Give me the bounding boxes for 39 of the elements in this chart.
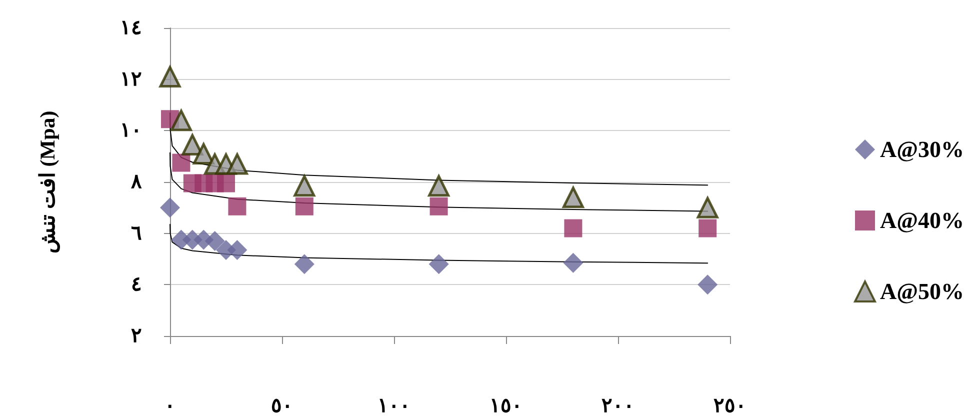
point xyxy=(696,196,718,218)
point xyxy=(562,186,584,208)
point xyxy=(428,175,450,197)
x-tick-label: ١٥٠ xyxy=(490,395,522,417)
point xyxy=(159,66,181,88)
x-tick-label: ٢٠٠ xyxy=(602,395,634,417)
x-tick-label: ٢٥٠ xyxy=(714,395,746,417)
point xyxy=(170,110,192,132)
point xyxy=(698,219,717,238)
x-tick-label: ١٠٠ xyxy=(378,395,410,417)
point xyxy=(172,154,190,172)
point xyxy=(192,143,214,165)
point xyxy=(227,240,248,260)
point xyxy=(160,198,180,218)
y-tick-label: ١٢ xyxy=(120,68,142,90)
y-tick-label: ١٤ xyxy=(120,17,142,39)
point xyxy=(564,219,582,238)
point xyxy=(428,254,449,274)
point xyxy=(204,231,225,252)
y-tick-label: ٦ xyxy=(131,222,142,244)
point xyxy=(228,197,246,216)
y-tick-label: ١٠ xyxy=(120,120,142,142)
point xyxy=(698,274,718,295)
point xyxy=(226,153,248,175)
point xyxy=(294,175,316,197)
point xyxy=(217,174,235,192)
legend-label: A@30% xyxy=(880,137,964,162)
x-tick-label: ٥٠ xyxy=(271,395,293,417)
y-tick-label: ٨ xyxy=(130,171,142,193)
point xyxy=(295,197,314,216)
y-axis-title: افت تنش (Mpa) xyxy=(36,110,60,254)
y-tick-label: ٤ xyxy=(131,274,142,296)
point xyxy=(563,252,584,273)
point xyxy=(294,254,314,274)
x-tick-label: ٠ xyxy=(164,395,176,417)
y-tick-label: ٢ xyxy=(131,325,142,347)
legend-label: A@50% xyxy=(880,279,964,304)
legend-label: A@40% xyxy=(880,208,964,233)
point xyxy=(430,197,448,216)
